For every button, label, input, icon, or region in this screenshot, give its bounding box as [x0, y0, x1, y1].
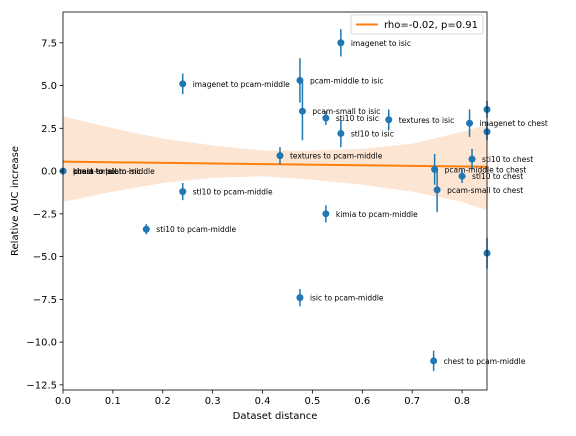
data-point — [298, 107, 306, 115]
data-point — [468, 155, 476, 163]
y-axis: −12.5 −10.0 −7.5 −5.0 −2.5 0.0 2.5 5.0 7.5 — [26, 38, 63, 391]
x-tick-label: 0.6 — [354, 396, 370, 407]
y-tick-label: 2.5 — [41, 124, 57, 135]
point-label: sti10 to pcam-middle — [156, 225, 236, 234]
legend-label: rho=-0.02, p=0.91 — [384, 20, 478, 31]
point-label: kimia to pcam-middle — [336, 210, 418, 219]
data-point — [142, 225, 150, 233]
point-label: textures to pcam-middle — [290, 152, 383, 161]
data-point — [322, 114, 330, 122]
x-tick-label: 0.2 — [155, 396, 171, 407]
regression-layer — [62, 160, 488, 168]
x-tick-label: 0.0 — [55, 396, 71, 407]
x-axis-label: Dataset distance — [233, 411, 318, 422]
x-tick-label: 0.5 — [304, 396, 320, 407]
x-tick-label: 0.8 — [454, 396, 470, 407]
point-label: chest to isic — [73, 167, 118, 176]
point-label: stl10 to chest — [472, 172, 523, 181]
point-label: chest to pcam-middle — [444, 357, 526, 366]
point-label: imagenet to isic — [351, 39, 411, 48]
y-tick-label: 0.0 — [41, 167, 57, 178]
plot-frame — [62, 11, 488, 391]
data-point — [337, 129, 345, 137]
data-point — [296, 294, 304, 302]
x-tick-label: 0.1 — [105, 396, 121, 407]
point-label: textures to isic — [399, 116, 455, 125]
data-point — [458, 172, 466, 180]
y-tick-label: 5.0 — [41, 81, 57, 92]
point-label: sti10 to chest — [482, 155, 533, 164]
data-point — [179, 80, 187, 88]
y-tick-label: 7.5 — [41, 38, 57, 49]
point-label: stl10 to isic — [351, 129, 394, 138]
x-tick-label: 0.4 — [255, 396, 271, 407]
x-tick-label: 0.3 — [205, 396, 221, 407]
point-label: stl10 to pcam-middle — [193, 188, 273, 197]
y-tick-label: −5.0 — [33, 252, 57, 263]
data-point — [433, 186, 441, 194]
point-label: isic to pcam-middle — [310, 294, 384, 303]
data-point — [276, 152, 284, 160]
point-label: imagenet to pcam-middle — [193, 80, 290, 89]
point-label-overlap: kimia to isic — [73, 167, 118, 176]
points-layer — [59, 29, 491, 372]
x-axis: 0.0 0.1 0.2 0.3 0.4 0.5 0.6 0.7 0.8 — [55, 390, 470, 407]
data-point — [430, 357, 438, 365]
point-labels-layer: chest to isic pcam-middle to isic imagenet… — [73, 39, 548, 366]
data-point — [179, 188, 187, 196]
legend-box — [350, 14, 484, 35]
point-label: pcam-small to isic — [312, 107, 380, 116]
x-tick-label: 0.7 — [404, 396, 420, 407]
point-label: sti10 to isic — [336, 114, 379, 123]
y-axis-label: Relative AUC increase — [10, 146, 21, 256]
point-label: pcam-small to chest — [447, 186, 523, 195]
point-label-overlap: pcam-small to isic — [73, 167, 141, 176]
legend: rho=-0.02, p=0.91 — [350, 14, 484, 35]
point-label: pcam-middle to chest — [445, 165, 527, 174]
regression-line — [62, 160, 488, 168]
data-point — [385, 116, 393, 124]
y-tick-label: −2.5 — [33, 209, 57, 220]
y-tick-label: −12.5 — [26, 380, 57, 391]
y-tick-label: −10.0 — [26, 338, 57, 349]
point-label-overlap: chest to pcam-middle — [73, 167, 155, 176]
y-tick-label: −7.5 — [33, 295, 57, 306]
point-label: imagenet to chest — [480, 119, 548, 128]
data-point — [466, 119, 474, 127]
point-label: pcam-middle to isic — [310, 76, 384, 85]
data-point — [322, 210, 330, 218]
data-point — [337, 39, 345, 47]
